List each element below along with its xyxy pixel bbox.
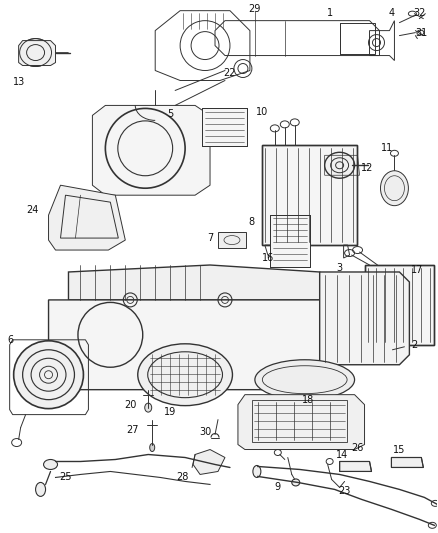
Text: 28: 28	[176, 472, 188, 482]
Text: 30: 30	[199, 426, 211, 437]
Text: 24: 24	[26, 205, 39, 215]
Text: 13: 13	[13, 77, 25, 87]
Bar	[364, 265, 434, 345]
Text: 11: 11	[381, 143, 394, 154]
Text: 8: 8	[249, 217, 255, 227]
Text: 5: 5	[167, 109, 173, 119]
Text: 10: 10	[256, 108, 268, 117]
Text: 31: 31	[415, 28, 427, 38]
Bar	[218, 232, 246, 248]
Text: 19: 19	[164, 407, 176, 417]
Polygon shape	[92, 106, 210, 195]
Text: 15: 15	[393, 445, 406, 455]
Bar	[252, 400, 346, 441]
Ellipse shape	[43, 459, 57, 470]
Text: 12: 12	[361, 163, 374, 173]
Text: 6: 6	[7, 335, 14, 345]
Text: 7: 7	[207, 233, 213, 243]
Text: 2: 2	[411, 340, 417, 350]
Ellipse shape	[255, 360, 355, 400]
Polygon shape	[392, 457, 424, 467]
Text: 25: 25	[59, 472, 72, 482]
Bar	[202, 108, 247, 147]
Bar	[364, 265, 434, 345]
Polygon shape	[49, 300, 339, 390]
Polygon shape	[320, 272, 410, 365]
Ellipse shape	[138, 344, 233, 406]
Polygon shape	[68, 265, 320, 300]
Bar	[270, 215, 310, 267]
Ellipse shape	[150, 443, 155, 451]
Ellipse shape	[145, 403, 152, 412]
Text: 26: 26	[351, 442, 364, 453]
Text: 27: 27	[126, 425, 138, 434]
Polygon shape	[379, 345, 393, 360]
Bar	[262, 146, 357, 245]
Text: 17: 17	[411, 265, 424, 275]
Ellipse shape	[325, 152, 355, 178]
Text: 32: 32	[413, 7, 426, 18]
Text: 29: 29	[249, 4, 261, 14]
Polygon shape	[238, 394, 364, 449]
Text: 23: 23	[339, 487, 351, 496]
Polygon shape	[193, 449, 225, 474]
Bar	[202, 108, 247, 147]
Text: 3: 3	[336, 263, 343, 273]
Polygon shape	[339, 462, 371, 472]
Bar	[262, 146, 357, 245]
Text: 9: 9	[275, 482, 281, 492]
Text: 4: 4	[389, 7, 395, 18]
Ellipse shape	[20, 38, 52, 67]
Text: 20: 20	[124, 400, 137, 410]
Polygon shape	[19, 41, 56, 66]
Text: 22: 22	[224, 68, 236, 77]
Text: 14: 14	[336, 449, 348, 459]
Ellipse shape	[381, 171, 408, 206]
Ellipse shape	[292, 479, 300, 486]
Ellipse shape	[253, 465, 261, 478]
Text: 16: 16	[262, 253, 274, 263]
Text: 18: 18	[302, 394, 314, 405]
Text: 1: 1	[327, 7, 333, 18]
Ellipse shape	[14, 341, 83, 409]
Ellipse shape	[35, 482, 46, 496]
Polygon shape	[49, 185, 125, 250]
Bar	[270, 215, 310, 267]
